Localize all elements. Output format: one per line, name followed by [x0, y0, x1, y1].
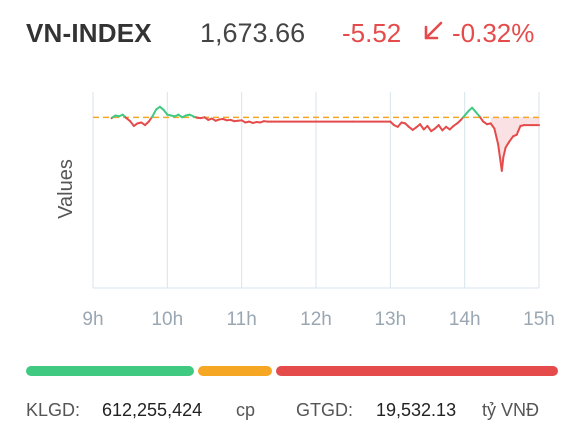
- value-label: GTGD:: [296, 400, 353, 420]
- index-value: 1,673.66: [200, 18, 306, 48]
- unchanged-segment: [198, 366, 272, 376]
- x-tick-12h: 12h: [300, 309, 332, 330]
- intraday-chart: 9h 10h 11h 12h 13h 14h 15h Values: [55, 92, 555, 330]
- y-axis-label: Values: [55, 159, 77, 219]
- series-segment: [489, 122, 496, 130]
- x-tick-9h: 9h: [82, 309, 103, 330]
- series-segment: [508, 135, 514, 143]
- series-segment: [151, 108, 158, 118]
- x-axis-ticks: 9h 10h 11h 12h 13h 14h 15h: [82, 309, 554, 330]
- x-tick-10h: 10h: [151, 309, 183, 330]
- volume-unit: cp: [236, 400, 256, 420]
- x-tick-11h: 11h: [227, 309, 257, 330]
- index-name: VN-INDEX: [26, 18, 152, 48]
- series-segment: [129, 120, 135, 127]
- x-tick-13h: 13h: [374, 309, 406, 330]
- price-series: [110, 105, 540, 172]
- market-breadth-bar: [26, 366, 558, 376]
- volume-value: 612,255,424: [102, 400, 203, 420]
- value-unit: tỷ VNĐ: [482, 400, 540, 420]
- x-tick-15h: 15h: [523, 309, 555, 330]
- series-segment: [497, 143, 503, 172]
- index-change: -5.52: [342, 18, 402, 48]
- series-segment: [419, 123, 425, 131]
- index-change-percent: -0.32%: [452, 18, 535, 48]
- index-header: VN-INDEX 1,673.66 -5.52 -0.32%: [26, 14, 572, 54]
- series-segment: [493, 127, 500, 146]
- series-segment: [500, 156, 505, 172]
- value-value: 19,532.13: [376, 400, 457, 420]
- series-segment: [502, 146, 507, 159]
- decliners-segment: [276, 366, 558, 376]
- series-segment: [437, 124, 444, 132]
- advancers-segment: [26, 366, 194, 376]
- volume-label: KLGD:: [26, 400, 81, 420]
- series-segment: [515, 124, 522, 136]
- arrow-down-left-icon: [422, 20, 444, 47]
- series-segment: [162, 108, 169, 116]
- series-segment: [426, 124, 433, 133]
- x-tick-14h: 14h: [449, 309, 481, 330]
